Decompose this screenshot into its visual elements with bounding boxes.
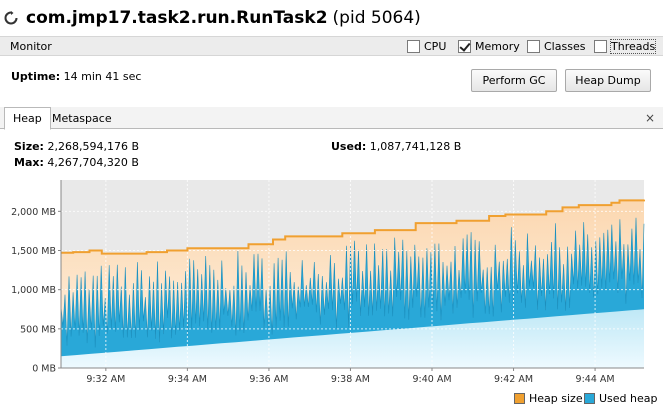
memory-checkbox-label: Memory <box>475 40 520 53</box>
title-bar: com.jmp17.task2.run.RunTask2 (pid 5064) <box>0 0 663 36</box>
heap-size-info: Size: 2,268,594,176 B <box>14 140 139 153</box>
heap-max-info: Max: 4,267,704,320 B <box>14 156 139 169</box>
classes-checkbox[interactable]: Classes <box>527 39 585 54</box>
x-tick-label: 9:40 AM <box>412 374 451 385</box>
legend-heap-size-label: Heap size <box>529 391 583 405</box>
x-tick-label: 9:34 AM <box>168 374 207 385</box>
threads-checkbox[interactable]: Threads <box>594 39 657 54</box>
legend-used-heap-label: Used heap <box>599 391 658 405</box>
heap-chart: 0 MB 500 MB 1,000 MB 1,500 MB 2,000 MB 9:32 A… <box>11 180 645 385</box>
process-pid: (pid 5064) <box>332 8 421 28</box>
uptime-label: Uptime: <box>11 70 61 83</box>
heap-used-info: Used: 1,087,741,128 B <box>331 140 461 153</box>
memory-checkbox[interactable]: Memory <box>458 39 520 54</box>
cpu-checkbox[interactable]: CPU <box>407 39 446 54</box>
process-name: com.jmp17.task2.run.RunTask2 <box>26 8 328 28</box>
uptime-value: 14 min 41 sec <box>63 70 142 83</box>
x-tick-label: 9:38 AM <box>331 374 370 385</box>
legend-used-heap-swatch <box>584 392 595 404</box>
x-tick-label: 9:44 AM <box>576 374 615 385</box>
used-heap-line <box>60 217 645 348</box>
tab-heap[interactable]: Heap <box>4 107 51 130</box>
used-heap-floor <box>61 309 644 368</box>
memory-checkbox-box[interactable] <box>458 40 471 53</box>
classes-checkbox-label: Classes <box>544 40 586 53</box>
y-tick-label: 1,500 MB <box>11 246 56 257</box>
y-tick-label: 0 MB <box>32 364 56 375</box>
uptime: Uptime: 14 min 41 sec <box>11 70 141 83</box>
y-tick-label: 1,000 MB <box>11 285 56 296</box>
heap-used-value: 1,087,741,128 B <box>369 140 462 153</box>
cpu-checkbox-box[interactable] <box>407 40 420 53</box>
heap-size-line <box>61 199 645 255</box>
legend-heap-size: Heap size <box>514 391 583 405</box>
perform-gc-button[interactable]: Perform GC <box>471 69 557 92</box>
tab-metaspace[interactable]: Metaspace <box>52 111 112 125</box>
heap-size-value: 2,268,594,176 B <box>47 140 139 153</box>
close-icon[interactable]: × <box>644 111 655 125</box>
heap-max-label: Max: <box>14 156 44 169</box>
y-tick-label: 2,000 MB <box>11 207 56 218</box>
x-tick-label: 9:32 AM <box>86 374 125 385</box>
x-tick-label: 9:36 AM <box>249 374 288 385</box>
y-tick-label: 500 MB <box>20 324 56 335</box>
legend-heap-size-swatch <box>514 392 525 404</box>
heap-max-value: 4,267,704,320 B <box>47 156 139 169</box>
threads-checkbox-box[interactable] <box>594 40 607 53</box>
tab-bar: Heap Metaspace × <box>0 107 663 130</box>
heap-size-label: Size: <box>14 140 44 153</box>
x-tick-label: 9:42 AM <box>494 374 533 385</box>
threads-checkbox-label: Threads <box>609 39 657 54</box>
monitor-label: Monitor <box>10 40 52 53</box>
heap-dump-button[interactable]: Heap Dump <box>565 69 651 92</box>
monitor-bar: Monitor CPU Memory Classes Threads <box>0 36 663 56</box>
refresh-icon <box>4 11 18 25</box>
heap-used-label: Used: <box>331 140 367 153</box>
legend-used-heap: Used heap <box>584 391 658 405</box>
cpu-checkbox-label: CPU <box>424 40 447 53</box>
classes-checkbox-box[interactable] <box>527 40 540 53</box>
